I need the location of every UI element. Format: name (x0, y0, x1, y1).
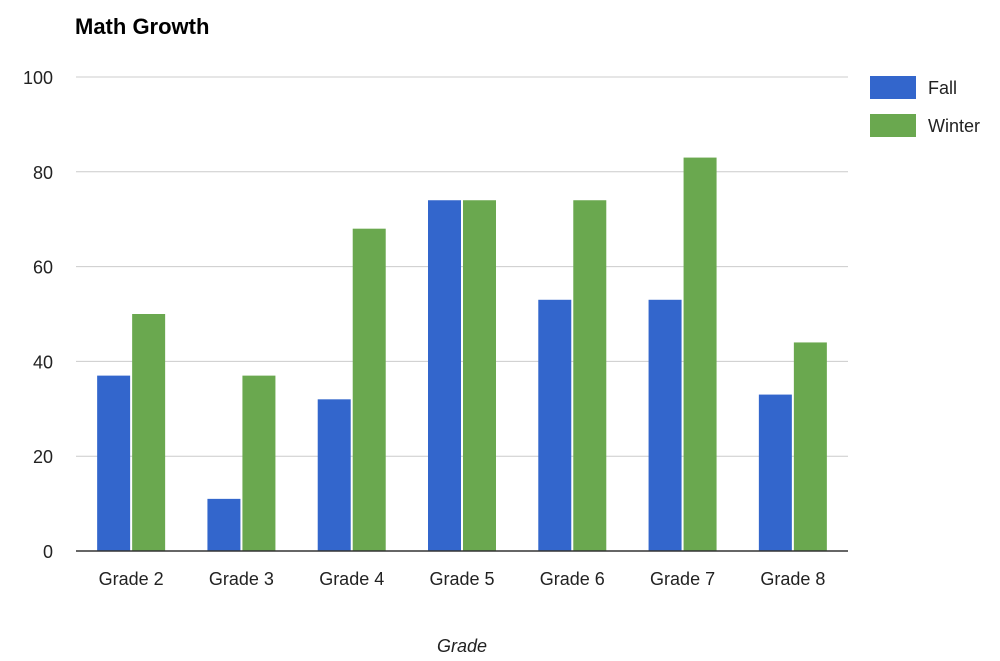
legend-swatch-fall (870, 76, 916, 99)
y-tick-label: 40 (33, 352, 53, 372)
gridlines (76, 76, 848, 457)
bar-fall-grade-6 (538, 299, 572, 551)
legend-label-fall: Fall (928, 78, 957, 98)
chart-title: Math Growth (75, 14, 209, 39)
bars (97, 157, 827, 552)
x-axis-tick-labels: Grade 2 Grade 3 Grade 4 Grade 5 Grade 6 Grade… (99, 569, 826, 589)
bar-fall-grade-3 (207, 498, 241, 551)
y-tick-label: 0 (43, 542, 53, 562)
x-tick-label: Grade 4 (319, 569, 384, 589)
legend-swatch-winter (870, 114, 916, 137)
y-tick-label: 100 (23, 68, 53, 88)
bar-winter-grade-3 (242, 375, 276, 551)
bar-fall-grade-2 (97, 375, 131, 551)
bar-fall-grade-8 (758, 394, 792, 551)
x-tick-label: Grade 3 (209, 569, 274, 589)
x-tick-label: Grade 2 (99, 569, 164, 589)
legend-label-winter: Winter (928, 116, 980, 136)
x-tick-label: Grade 6 (540, 569, 605, 589)
x-axis-label: Grade (437, 636, 487, 656)
bar-winter-grade-8 (793, 342, 827, 551)
bar-fall-grade-4 (317, 399, 351, 551)
x-tick-label: Grade 5 (429, 569, 494, 589)
x-tick-label: Grade 7 (650, 569, 715, 589)
bar-fall-grade-5 (428, 200, 461, 552)
y-axis-tick-labels: 0 20 40 60 80 100 (23, 68, 53, 562)
legend: Fall Winter (870, 76, 980, 137)
y-tick-label: 20 (33, 447, 53, 467)
y-tick-label: 80 (33, 163, 53, 183)
bar-winter-grade-2 (132, 314, 166, 551)
y-tick-label: 60 (33, 258, 53, 278)
bar-fall-grade-7 (648, 299, 682, 551)
bar-winter-grade-6 (573, 200, 607, 552)
bar-winter-grade-4 (352, 228, 386, 551)
x-tick-label: Grade 8 (760, 569, 825, 589)
bar-winter-grade-7 (683, 157, 717, 551)
bar-winter-grade-5 (463, 200, 496, 552)
